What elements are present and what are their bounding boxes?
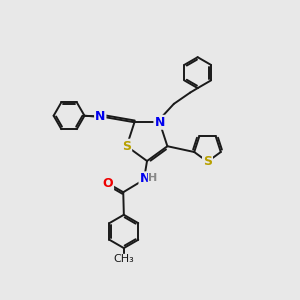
Text: O: O [103, 177, 113, 190]
Text: H: H [148, 173, 158, 183]
Text: N: N [154, 116, 165, 129]
Text: CH₃: CH₃ [113, 254, 134, 264]
Text: N: N [140, 172, 150, 185]
Text: N: N [95, 110, 106, 123]
Text: S: S [203, 155, 212, 168]
Text: S: S [122, 140, 131, 153]
